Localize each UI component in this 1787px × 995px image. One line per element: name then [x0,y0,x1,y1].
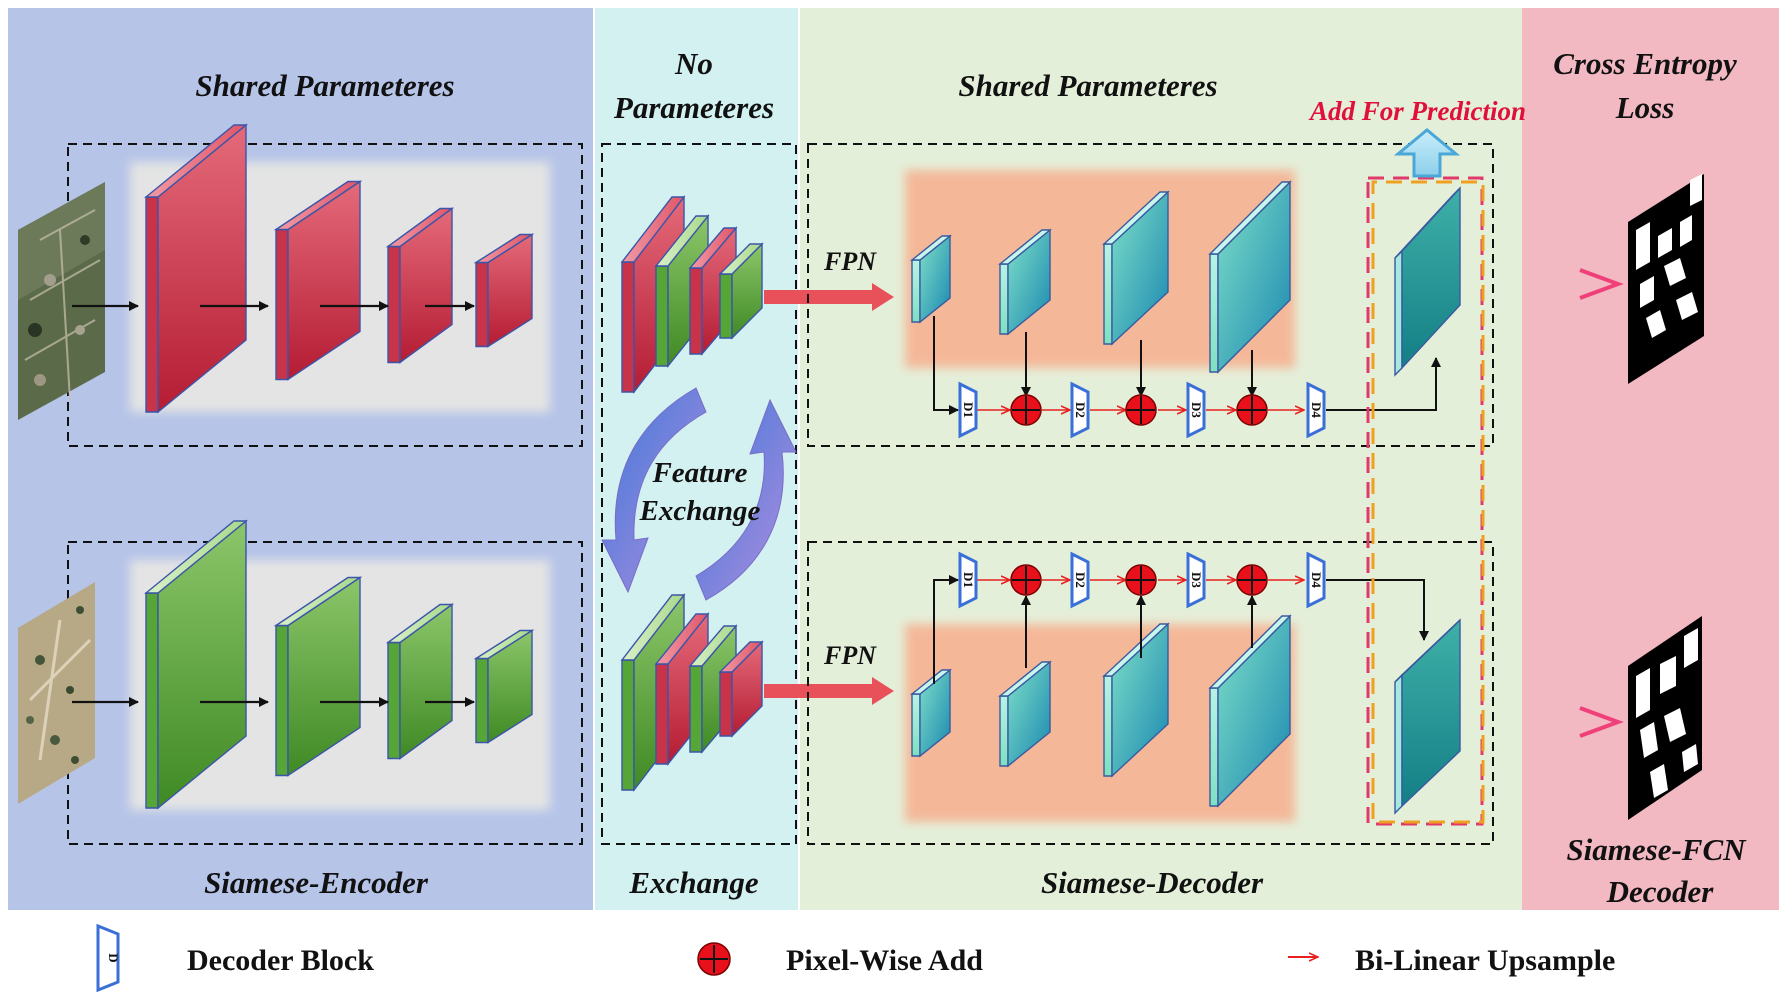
feature-exchange-label-2: Exchange [639,495,761,527]
fpn-arrow-bottom [764,677,894,705]
bottom-decoder-block-label: D1 [961,572,976,588]
exchange-bottom-label: Exchange [628,865,758,900]
encoder-top-block-2 [273,180,363,381]
bottom-add-node-3 [1236,564,1268,596]
exchange-top-label-2: Parameteres [613,90,774,125]
top-decoder-block-d2: D2 [1070,381,1090,439]
encoder-arrows [72,301,475,707]
exchange-bottom-stack [620,592,764,793]
exchange-top-layer-2 [654,214,710,368]
exchange-top-label-1: No [674,46,713,81]
output-arrow-bottom [1432,706,1624,738]
bottom-decoder-block-label: D3 [1189,572,1204,588]
legend-pixel-add-label: Pixel-Wise Add [786,944,983,977]
input-image-bottom [18,582,95,804]
fpn-top-feature-3 [1102,190,1170,346]
top-decoder-block-label: D4 [1309,402,1324,418]
decoder-bottom-label: Siamese-Decoder [1041,865,1264,900]
legend: D Decoder Block Pixel-Wise Add Bi-Linear… [96,923,1615,993]
fpn-bottom-features [910,614,1292,808]
encoder-top-label: Shared Parameteres [195,68,454,103]
feature-exchange-label-1: Feature [651,457,747,489]
decoder-bottom-frame [807,541,1494,845]
top-decoder-block-d1: D1 [958,381,978,439]
encoder-top-frame [67,143,583,447]
bottom-decoder-block-label: D4 [1309,572,1324,588]
decoder-top-label: Shared Parameteres [958,68,1217,103]
encoder-bottom-label: Siamese-Encoder [204,865,429,900]
legend-upsample-label: Bi-Linear Upsample [1355,944,1615,977]
fpn-top-feature-1 [910,234,952,324]
input-image-top [18,182,105,420]
fpn-bottom-feature-1 [910,668,952,758]
output-arrow-top [1432,268,1624,300]
legend-decoder-block-label: Decoder Block [187,944,374,977]
fpn-bottom-label: FPN [823,641,877,670]
output-feature-bottom [1394,618,1461,815]
output-mask-bottom [1628,616,1702,820]
top-decoder-block-label: D2 [1073,402,1088,418]
exchange-top-layer-4 [718,242,764,340]
prediction-up-arrow [1393,128,1461,178]
fpn-arrow-top [764,283,894,311]
top-add-node-2 [1125,394,1157,426]
encoder-bottom-frame [67,541,583,845]
encoder-top-blocks [144,123,535,414]
loss-top-label-2: Loss [1615,90,1675,125]
top-add-node-3 [1236,394,1268,426]
legend-decoder-block-icon: D [96,923,121,993]
fpn-top-feature-2 [998,228,1052,336]
bottom-decoder-block-d4: D4 [1306,551,1326,609]
add-for-prediction-label: Add For Prediction [1308,96,1526,126]
top-decoder-block-label: D1 [961,402,976,418]
legend-pixel-add-icon [697,942,731,976]
fpn-top-features [910,180,1292,374]
bottom-decoder-block-d2: D2 [1070,551,1090,609]
fpn-top-feature-4 [1208,180,1292,374]
fpn-bottom-feature-4 [1208,614,1292,808]
decoder-top-connections [933,316,1441,415]
encoder-bottom-block-1 [144,519,248,810]
decoder-bottom-connections [933,575,1429,684]
encoder-top-block-3 [385,207,455,364]
svg-text:D: D [106,953,121,962]
fpn-bottom-feature-3 [1102,622,1170,778]
fpn-top-label: FPN [823,247,877,276]
top-add-node-1 [1010,394,1042,426]
exchange-frame [601,143,797,845]
top-decoder-block-label: D3 [1189,402,1204,418]
output-feature-top [1394,186,1461,377]
decoder-bottom-blocks: D1 D2 D3 D4 [958,551,1326,609]
loss-bottom-label-2: Decoder [1606,874,1715,909]
loss-top-label-1: Cross Entropy [1553,46,1737,81]
decoder-top-frame [807,143,1494,447]
fpn-bottom-feature-2 [998,660,1052,768]
top-decoder-block-d3: D3 [1186,381,1206,439]
exchange-bottom-layer-4 [718,640,764,738]
bottom-decoder-block-d1: D1 [958,551,978,609]
encoder-bottom-blocks [144,519,535,810]
encoder-bottom-block-2 [273,576,363,777]
bottom-decoder-block-label: D2 [1073,572,1088,588]
feature-exchange-arrows [601,387,797,601]
bottom-add-node-2 [1125,564,1157,596]
decoder-top-blocks: D1 D2 D3 D4 [958,381,1326,439]
encoder-top-block-4 [473,233,535,348]
encoder-bottom-block-4 [473,629,535,744]
encoder-bottom-block-3 [385,603,455,760]
bottom-add-node-1 [1010,564,1042,596]
exchange-top-stack [620,194,764,395]
bottom-decoder-block-d3: D3 [1186,551,1206,609]
output-mask-top [1628,174,1704,384]
encoder-top-block-1 [144,123,248,414]
top-decoder-block-d4: D4 [1306,381,1326,439]
loss-bottom-label-1: Siamese-FCN [1566,832,1747,867]
